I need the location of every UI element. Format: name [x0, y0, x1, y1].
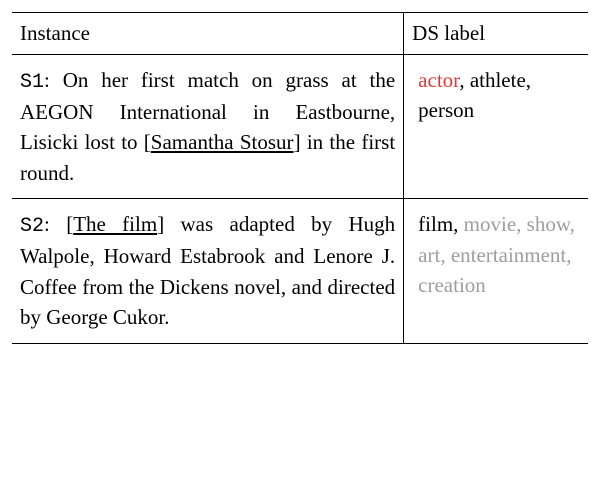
data-table: Instance DS label S1: On her first match…: [12, 12, 588, 344]
text-before: : [: [44, 212, 73, 236]
label-normal: film,: [418, 212, 458, 236]
label-cell: film, movie, show, art, entertainment, c…: [404, 199, 588, 343]
header-instance: Instance: [12, 13, 404, 55]
instance-cell: S2: [The film] was adapted by Hugh Walpo…: [12, 199, 404, 343]
table-row: S2: [The film] was adapted by Hugh Walpo…: [12, 199, 588, 343]
sentence-id: S2: [20, 215, 44, 238]
entity-mention: The film: [73, 212, 157, 236]
entity-mention: Samantha Stosur: [151, 130, 294, 154]
label-red: actor: [418, 68, 459, 92]
instance-cell: S1: On her first match on grass at the A…: [12, 55, 404, 199]
sentence-id: S1: [20, 71, 44, 94]
label-cell: actor, athlete, person: [404, 55, 588, 199]
header-row: Instance DS label: [12, 13, 588, 55]
table-row: S1: On her first match on grass at the A…: [12, 55, 588, 199]
header-label: DS label: [404, 13, 588, 55]
